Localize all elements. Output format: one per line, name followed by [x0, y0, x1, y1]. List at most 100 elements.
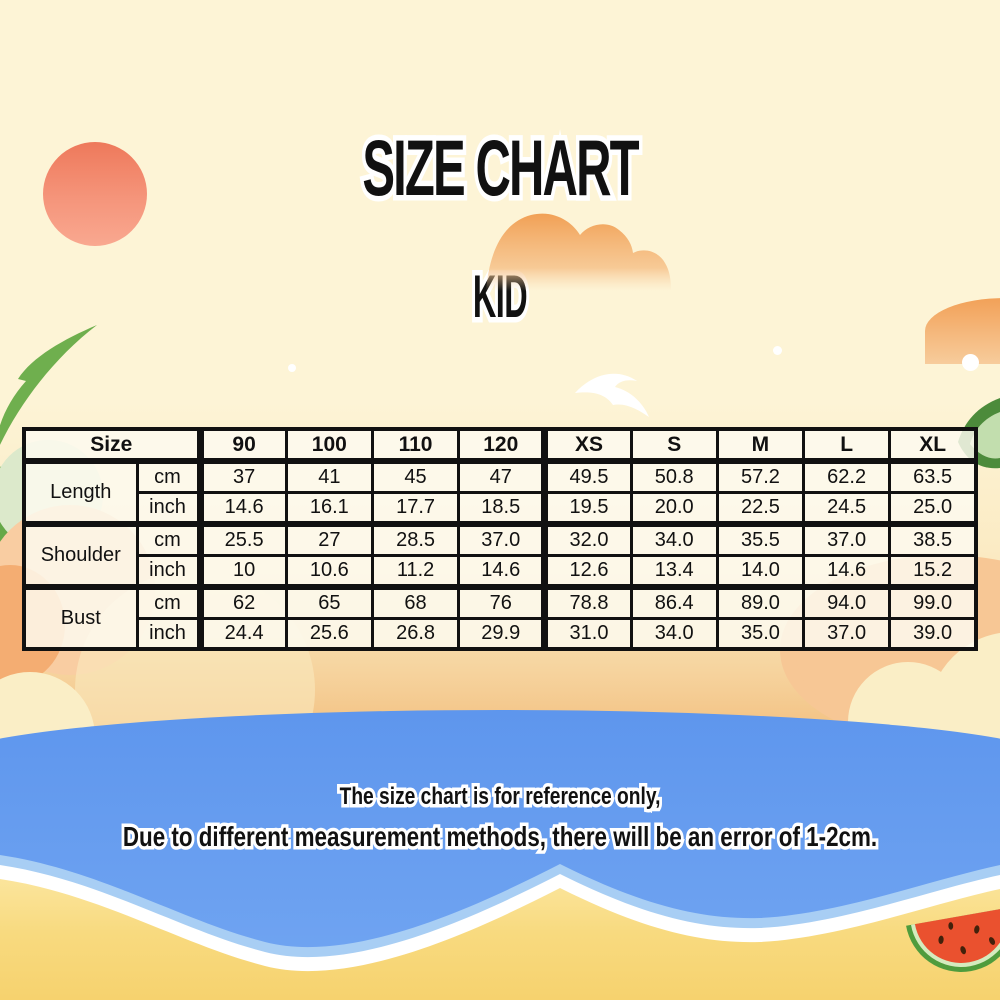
page-title: SIZE CHART SIZE CHART [190, 118, 810, 218]
value-cell: 24.5 [802, 491, 892, 526]
value-cell: 14.6 [457, 554, 547, 589]
value-cell: 37.0 [457, 521, 547, 557]
value-cell: 62.2 [802, 459, 892, 494]
unit-label: cm [135, 521, 202, 557]
size-col-header: 100 [284, 427, 374, 464]
value-cell: 29.9 [457, 617, 547, 651]
value-cell: 27 [284, 521, 374, 557]
unit-label: inch [135, 617, 202, 651]
beach-sand [0, 879, 1000, 1000]
sparkle-dot [773, 346, 782, 355]
unit-label: inch [135, 554, 202, 589]
value-cell: 22.5 [715, 491, 806, 526]
row-label: Shoulder [22, 521, 139, 589]
table-row: inch 24.4 25.6 26.8 29.9 31.0 34.0 35.0 … [24, 617, 978, 651]
value-cell: 34.0 [629, 521, 719, 557]
unit-label: cm [135, 584, 202, 620]
bird-icon [575, 373, 649, 417]
table-row: Shoulder cm 25.5 27 28.5 37.0 32.0 34.0 … [22, 521, 978, 589]
value-cell: 18.5 [457, 491, 547, 526]
value-cell: 37 [196, 459, 288, 494]
size-col-header: XS [541, 427, 633, 464]
value-cell: 26.8 [370, 617, 461, 651]
table-header-row: Size 90 100 110 120 XS S M L XL [22, 427, 978, 464]
value-cell: 28.5 [370, 521, 461, 557]
sparkle-dot [962, 354, 979, 371]
value-cell: 10 [196, 554, 288, 589]
value-cell: 78.8 [541, 584, 633, 620]
value-cell: 35.5 [715, 521, 806, 557]
value-cell: 76 [457, 584, 547, 620]
unit-label: cm [135, 459, 202, 494]
value-cell: 49.5 [541, 459, 633, 494]
value-cell: 16.1 [284, 491, 374, 526]
footnote-line1-text: The size chart is for reference only, [339, 783, 661, 810]
size-corner-header: Size [22, 427, 202, 464]
footnote-line2: Due to different measurement methods, th… [100, 818, 900, 856]
sparkle-dot [288, 364, 296, 372]
dune-icon [925, 298, 1000, 364]
value-cell: 57.2 [715, 459, 806, 494]
footnote-line1-outline: The size chart is for reference only, [337, 780, 663, 814]
value-cell: 12.6 [541, 554, 633, 589]
value-cell: 20.0 [629, 491, 719, 526]
table-row: Bust cm 62 65 68 76 78.8 86.4 89.0 94.0 … [22, 584, 978, 651]
value-cell: 25.6 [284, 617, 374, 651]
value-cell: 15.2 [888, 554, 978, 589]
value-cell: 10.6 [284, 554, 374, 589]
row-label: Length [22, 459, 139, 526]
page-title-text: SIZE CHART [362, 123, 639, 212]
value-cell: 17.7 [370, 491, 461, 526]
size-col-header: XL [888, 427, 978, 464]
footnote-line2-outline: Due to different measurement methods, th… [120, 818, 880, 856]
unit-label: inch [135, 491, 202, 526]
wave-foam [0, 855, 1000, 1000]
size-col-header: S [629, 427, 719, 464]
value-cell: 13.4 [629, 554, 719, 589]
value-cell: 31.0 [541, 617, 633, 651]
value-cell: 94.0 [802, 584, 892, 620]
value-cell: 11.2 [370, 554, 461, 589]
size-col-header: 110 [370, 427, 461, 464]
value-cell: 86.4 [629, 584, 719, 620]
value-cell: 25.5 [196, 521, 288, 557]
value-cell: 14.6 [196, 491, 288, 526]
value-cell: 24.4 [196, 617, 288, 651]
page-title-outline: SIZE CHART [359, 118, 643, 218]
value-cell: 65 [284, 584, 374, 620]
value-cell: 50.8 [629, 459, 719, 494]
value-cell: 32.0 [541, 521, 633, 557]
value-cell: 47 [457, 459, 547, 494]
value-cell: 45 [370, 459, 461, 494]
value-cell: 38.5 [888, 521, 978, 557]
value-cell: 19.5 [541, 491, 633, 526]
value-cell: 35.0 [715, 617, 806, 651]
table-row: inch 10 10.6 11.2 14.6 12.6 13.4 14.0 14… [24, 554, 978, 589]
size-table: Size 90 100 110 120 XS S M L XL Length c… [22, 427, 978, 651]
sun-icon [43, 142, 147, 246]
value-cell: 62 [196, 584, 288, 620]
value-cell: 37.0 [802, 617, 892, 651]
size-col-header: L [802, 427, 892, 464]
footnote-line2-text: Due to different measurement methods, th… [122, 821, 878, 852]
value-cell: 68 [370, 584, 461, 620]
value-cell: 39.0 [888, 617, 978, 651]
value-cell: 89.0 [715, 584, 806, 620]
value-cell: 37.0 [802, 521, 892, 557]
size-col-header: 120 [457, 427, 547, 464]
size-col-header: 90 [196, 427, 288, 464]
value-cell: 14.6 [802, 554, 892, 589]
row-label: Bust [22, 584, 139, 651]
value-cell: 34.0 [629, 617, 719, 651]
value-cell: 41 [284, 459, 374, 494]
value-cell: 63.5 [888, 459, 978, 494]
watermelon-icon [906, 906, 1000, 972]
value-cell: 99.0 [888, 584, 978, 620]
value-cell: 25.0 [888, 491, 978, 526]
footnote-line1: The size chart is for reference only, Th… [100, 780, 900, 814]
table-row: inch 14.6 16.1 17.7 18.5 19.5 20.0 22.5 … [24, 491, 978, 526]
table-row: Length cm 37 41 45 47 49.5 50.8 57.2 62.… [22, 459, 978, 526]
value-cell: 14.0 [715, 554, 806, 589]
orange-cloud-icon [486, 213, 671, 291]
